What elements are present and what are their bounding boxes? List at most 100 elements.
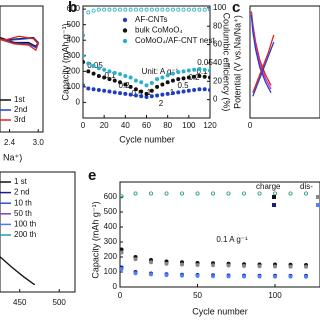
- data-point: [165, 7, 170, 12]
- data-point: [83, 60, 85, 64]
- x-tick-label: 100: [268, 291, 282, 300]
- y-tick-label: 400: [67, 35, 81, 44]
- legend-label: 100 th: [14, 220, 36, 229]
- data-point: [288, 191, 293, 196]
- data-point: [155, 7, 160, 12]
- x-tick-label: 2.4: [4, 138, 16, 147]
- data-point: [133, 257, 138, 262]
- panel-label: e: [88, 167, 96, 184]
- legend-swatch: [316, 195, 320, 199]
- data-point: [102, 75, 107, 80]
- data-point: [242, 191, 247, 196]
- data-point: [86, 10, 91, 15]
- x-tick-label: 100: [182, 121, 196, 130]
- legend-swatch: [122, 17, 128, 23]
- data-point: [211, 191, 216, 196]
- data-point: [149, 260, 154, 265]
- data-point: [226, 274, 231, 279]
- data-point: [107, 77, 112, 82]
- legend-label: CoMoO₄/AF-CNT nest: [135, 36, 215, 45]
- data-point: [160, 82, 165, 87]
- annotation: 1: [147, 88, 152, 97]
- y-tick-label: 300: [104, 237, 118, 246]
- y2-tick-label: 60: [213, 40, 222, 49]
- plot-data: [0, 256, 36, 286]
- data-point: [123, 91, 128, 96]
- data-point: [170, 71, 175, 76]
- legend-swatch: [122, 28, 128, 33]
- data-point: [257, 191, 262, 196]
- y2-axis-label: Coulumbic efficiency (%): [222, 13, 232, 112]
- data-point: [208, 75, 210, 80]
- data-point: [107, 7, 112, 12]
- data-point: [197, 87, 202, 92]
- series-line: [0, 35, 39, 52]
- data-point: [155, 84, 160, 89]
- data-point: [195, 191, 200, 196]
- x-tick-label: 40: [121, 121, 130, 130]
- data-point: [149, 272, 154, 277]
- data-point: [181, 76, 186, 81]
- data-point: [160, 92, 165, 97]
- legend-swatch: [316, 203, 320, 207]
- plot-frame: [0, 171, 76, 293]
- data-point: [180, 191, 185, 196]
- data-point: [96, 66, 101, 71]
- data-point: [197, 67, 202, 72]
- y-tick-label: 500: [104, 207, 118, 216]
- data-point: [102, 7, 107, 12]
- panel-label: c: [232, 0, 240, 16]
- plot-data: [0, 35, 40, 52]
- legend-label: 2nd: [14, 105, 27, 114]
- y-axis-label: Capacity (mAh g⁻¹): [60, 23, 70, 100]
- data-point: [133, 87, 138, 92]
- data-point: [197, 74, 202, 79]
- y-tick-label: 200: [67, 66, 81, 75]
- y2-tick-label: 20: [213, 76, 222, 85]
- legend-label: 1st: [14, 95, 25, 104]
- plot-frame: [119, 181, 320, 288]
- data-point: [149, 191, 154, 196]
- plot-frame: [249, 5, 320, 119]
- legend-swatch: [272, 195, 276, 199]
- data-point: [96, 88, 101, 93]
- data-point: [86, 86, 91, 91]
- x-tick-label: 500: [53, 298, 67, 307]
- panel-label: b: [68, 0, 77, 16]
- data-point: [102, 88, 107, 93]
- data-point: [288, 264, 293, 269]
- data-point: [170, 78, 175, 83]
- data-point: [112, 78, 117, 83]
- data-point: [133, 7, 138, 12]
- y-tick-label: 100: [104, 267, 118, 276]
- data-point: [273, 191, 278, 196]
- data-point: [133, 271, 138, 276]
- plot-data: [83, 7, 210, 100]
- data-point: [102, 67, 107, 72]
- data-point: [273, 274, 278, 279]
- data-point: [120, 267, 124, 271]
- data-point: [139, 80, 144, 85]
- data-point: [123, 74, 128, 79]
- data-point: [83, 83, 85, 88]
- legend-swatch: [122, 38, 128, 44]
- data-point: [83, 53, 85, 58]
- data-point: [112, 70, 117, 75]
- series-line: [252, 41, 275, 97]
- data-point: [181, 89, 186, 94]
- x-axis-label: Cycle number: [119, 134, 175, 144]
- y-tick-label: 600: [67, 4, 81, 13]
- data-point: [86, 69, 91, 74]
- data-point: [192, 7, 197, 12]
- data-point: [128, 7, 133, 12]
- data-point: [202, 67, 207, 72]
- data-point: [211, 274, 216, 279]
- data-point: [186, 75, 191, 80]
- data-point: [128, 75, 133, 80]
- data-point: [192, 67, 197, 72]
- data-point: [149, 81, 154, 86]
- data-point: [160, 7, 165, 12]
- x-tick-label: 80: [163, 121, 172, 130]
- data-point: [195, 273, 200, 278]
- data-point: [133, 78, 138, 83]
